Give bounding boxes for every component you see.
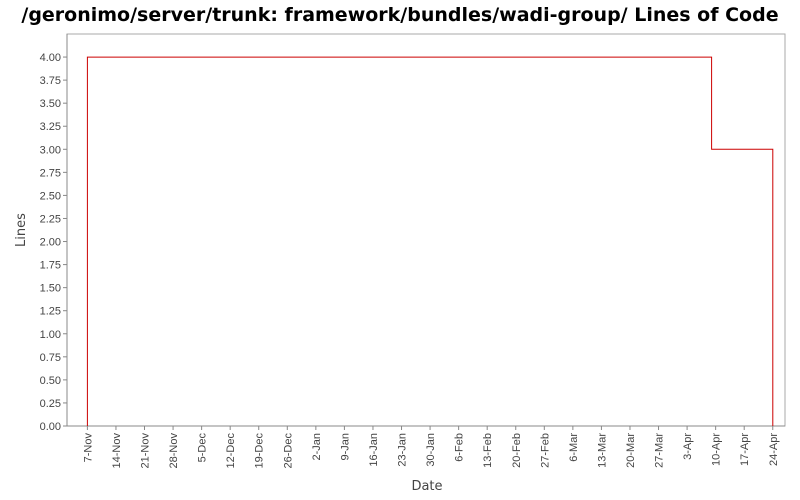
x-tick-label: 20-Mar <box>625 433 637 468</box>
plot-area <box>66 33 786 427</box>
y-axis-label: Lines <box>14 213 29 247</box>
y-tick-label: 0.00 <box>40 421 61 433</box>
x-tick-label: 3-Apr <box>682 433 694 460</box>
x-tick-label: 12-Dec <box>225 433 237 469</box>
x-tick-label: 10-Apr <box>711 433 723 466</box>
y-tick-label: 3.00 <box>40 144 61 156</box>
y-axis: 0.00 0.25 0.50 0.75 1.00 1.25 1.50 1.75 2.00 2.25… <box>40 34 68 433</box>
x-tick-label: 28-Nov <box>168 433 180 469</box>
y-tick-label: 3.75 <box>40 75 61 87</box>
y-tick-label: 2.50 <box>40 190 61 202</box>
x-tick-label: 27-Mar <box>654 433 666 468</box>
x-tick-label: 21-Nov <box>140 433 152 469</box>
series-line <box>86 56 774 426</box>
x-axis-label: Date <box>411 479 442 494</box>
y-tick-label: 3.25 <box>40 121 61 133</box>
y-tick-label: 0.75 <box>40 352 61 364</box>
x-tick-label: 19-Dec <box>254 433 266 469</box>
x-tick-label: 26-Dec <box>282 433 294 469</box>
y-tick-label: 1.50 <box>40 283 61 295</box>
y-tick-label: 1.25 <box>40 306 61 318</box>
x-tick-label: 20-Feb <box>511 433 523 468</box>
series-layer <box>86 56 774 426</box>
x-tick-label: 16-Jan <box>368 433 380 467</box>
x-tick-label: 30-Jan <box>425 433 437 467</box>
x-tick-label: 14-Nov <box>111 433 123 469</box>
y-tick-label: 2.25 <box>40 213 61 225</box>
x-tick-label: 6-Mar <box>568 433 580 462</box>
y-tick-label: 1.00 <box>40 329 61 341</box>
y-tick-label: 0.50 <box>40 375 61 387</box>
chart-title: /geronimo/server/trunk: framework/bundle… <box>21 4 778 26</box>
x-tick-label: 23-Jan <box>397 433 409 467</box>
y-tick-label: 3.50 <box>40 98 61 110</box>
x-tick-label: 7-Nov <box>82 433 94 463</box>
x-tick-label: 5-Dec <box>197 433 209 463</box>
x-tick-label: 6-Feb <box>454 433 466 462</box>
x-tick-label: 13-Feb <box>482 433 494 468</box>
y-tick-label: 0.25 <box>40 398 61 410</box>
x-tick-label: 17-Apr <box>739 433 751 466</box>
x-tick-label: 13-Mar <box>596 433 608 468</box>
x-tick-label: 27-Feb <box>539 433 551 468</box>
x-tick-label: 24-Apr <box>768 433 780 466</box>
y-tick-label: 2.00 <box>40 237 61 249</box>
y-tick-label: 4.00 <box>40 52 61 64</box>
x-tick-label: 9-Jan <box>339 433 351 461</box>
x-tick-label: 2-Jan <box>311 433 323 461</box>
y-tick-label: 2.75 <box>40 167 61 179</box>
y-tick-label: 1.75 <box>40 260 61 272</box>
x-axis: 7-Nov 14-Nov 21-Nov 28-Nov 5-Dec 12-Dec 19-Dec… <box>67 425 785 469</box>
